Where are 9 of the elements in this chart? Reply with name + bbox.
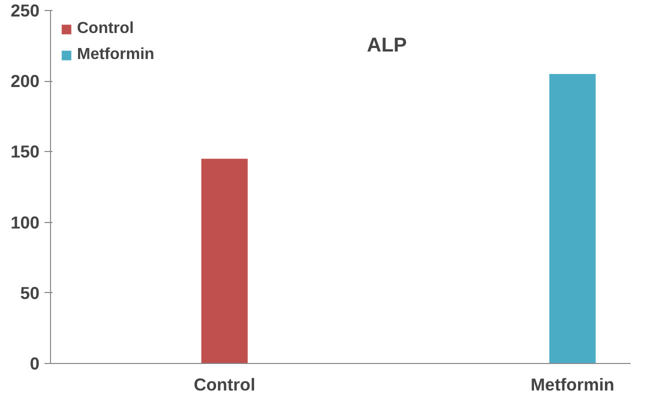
y-tick-label: 200 xyxy=(10,71,40,92)
y-tick-label: 100 xyxy=(10,212,40,232)
legend-label: Metformin xyxy=(77,46,154,64)
legend-label: Control xyxy=(77,20,134,38)
y-tick-label: 150 xyxy=(10,142,40,162)
y-tick-label: 0 xyxy=(30,354,40,374)
text: ALP xyxy=(366,34,407,56)
y-tick-label: 50 xyxy=(20,282,40,303)
y-tick-label: 250 xyxy=(10,0,40,20)
